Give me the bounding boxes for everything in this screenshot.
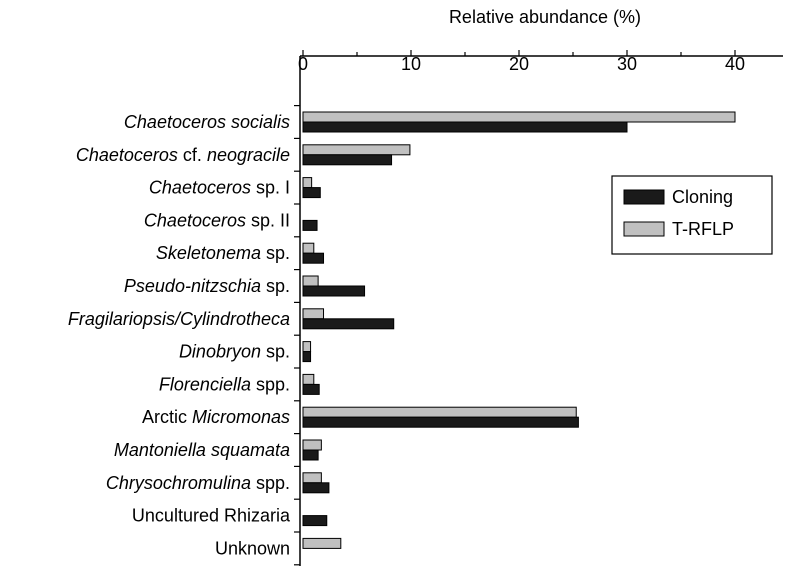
bar-cloning bbox=[302, 252, 325, 264]
bar-cloning bbox=[302, 285, 366, 297]
category-label: Arctic Micromonas bbox=[142, 407, 290, 427]
bar-t-rflp bbox=[302, 177, 313, 189]
category-label: Chaetoceros socialis bbox=[124, 112, 290, 132]
bar-t-rflp bbox=[302, 439, 322, 451]
category-label-part: Fragilariopsis/Cylindrotheca bbox=[68, 309, 290, 329]
category-label-part: spp. bbox=[251, 374, 290, 394]
category-label: Chaetoceros sp. I bbox=[149, 178, 290, 198]
category-label-part: sp. bbox=[261, 243, 290, 263]
x-tick-label: 30 bbox=[617, 54, 637, 74]
bar-cloning bbox=[302, 449, 319, 461]
category-label: Pseudo-nitzschia sp. bbox=[124, 276, 290, 296]
bar-cloning bbox=[302, 219, 318, 231]
category-label-part: Mantoniella squamata bbox=[114, 440, 290, 460]
category-label: Unknown bbox=[215, 538, 290, 558]
category-label: Skeletonema sp. bbox=[156, 243, 290, 263]
bar-t-rflp bbox=[302, 308, 325, 320]
category-label-part: Arctic bbox=[142, 407, 192, 427]
bar-cloning bbox=[302, 187, 321, 199]
category-labels: Chaetoceros socialis Chaetoceros cf. neog… bbox=[68, 112, 291, 558]
bar-t-rflp bbox=[302, 537, 342, 549]
bar-cloning bbox=[302, 383, 320, 395]
category-label-part: Chaetoceros bbox=[144, 210, 246, 230]
legend-swatch bbox=[623, 221, 665, 237]
category-label: Chrysochromulina spp. bbox=[106, 473, 290, 493]
bar-t-rflp bbox=[302, 144, 411, 156]
x-tick-label: 10 bbox=[401, 54, 421, 74]
x-tick-label: 40 bbox=[725, 54, 745, 74]
category-label: Chaetoceros sp. II bbox=[144, 210, 290, 230]
category-label: Mantoniella squamata bbox=[114, 440, 290, 460]
legend-label: Cloning bbox=[672, 187, 733, 207]
x-tick-label: 0 bbox=[298, 54, 308, 74]
legend-swatch bbox=[623, 189, 665, 205]
bar-cloning bbox=[302, 515, 328, 527]
x-tick-label: 20 bbox=[509, 54, 529, 74]
category-label-part: Pseudo-nitzschia bbox=[124, 276, 261, 296]
bar-t-rflp bbox=[302, 406, 577, 418]
category-label: Chaetoceros cf. neogracile bbox=[76, 145, 290, 165]
category-label-part: Chrysochromulina bbox=[106, 473, 251, 493]
category-label: Fragilariopsis/Cylindrotheca bbox=[68, 309, 290, 329]
category-label-part: Unknown bbox=[215, 538, 290, 558]
bar-cloning bbox=[302, 351, 312, 363]
category-label: Dinobryon sp. bbox=[179, 342, 290, 362]
bar-t-rflp bbox=[302, 472, 322, 484]
legend: Cloning T-RFLP bbox=[611, 175, 773, 255]
x-axis-title: Relative abundance (%) bbox=[449, 7, 641, 27]
category-label-part: sp. bbox=[261, 276, 290, 296]
bar-t-rflp bbox=[302, 373, 315, 385]
bar-cloning bbox=[302, 482, 330, 494]
bar-t-rflp bbox=[302, 275, 319, 287]
bar-t-rflp bbox=[302, 341, 312, 353]
category-label-part: Uncultured Rhizaria bbox=[132, 506, 291, 526]
category-label-part: sp. I bbox=[251, 178, 290, 198]
category-label-part: Chaetoceros bbox=[76, 145, 178, 165]
category-label-part: sp. II bbox=[246, 210, 290, 230]
legend-box bbox=[611, 175, 773, 255]
category-label-part: Chaetoceros bbox=[149, 178, 251, 198]
bar-t-rflp bbox=[302, 111, 736, 123]
category-label-part: Chaetoceros socialis bbox=[124, 112, 290, 132]
legend-label: T-RFLP bbox=[672, 219, 734, 239]
axes: 0 10 20 30 40 bbox=[294, 50, 783, 566]
bar-cloning bbox=[302, 318, 395, 330]
category-label-part: sp. bbox=[261, 342, 290, 362]
category-label: Florenciella spp. bbox=[159, 374, 290, 394]
category-label-part: Dinobryon bbox=[179, 342, 261, 362]
category-label-part: Skeletonema bbox=[156, 243, 261, 263]
category-label-part: spp. bbox=[251, 473, 290, 493]
bars bbox=[302, 111, 736, 549]
bar-cloning bbox=[302, 416, 579, 428]
category-label-part: cf. bbox=[178, 145, 207, 165]
category-label: Uncultured Rhizaria bbox=[132, 506, 291, 526]
bar-cloning bbox=[302, 121, 628, 133]
bar-t-rflp bbox=[302, 242, 315, 254]
category-label-part: Florenciella bbox=[159, 374, 251, 394]
category-label-part: Micromonas bbox=[192, 407, 290, 427]
bar-cloning bbox=[302, 154, 393, 166]
category-label-part: neogracile bbox=[207, 145, 290, 165]
